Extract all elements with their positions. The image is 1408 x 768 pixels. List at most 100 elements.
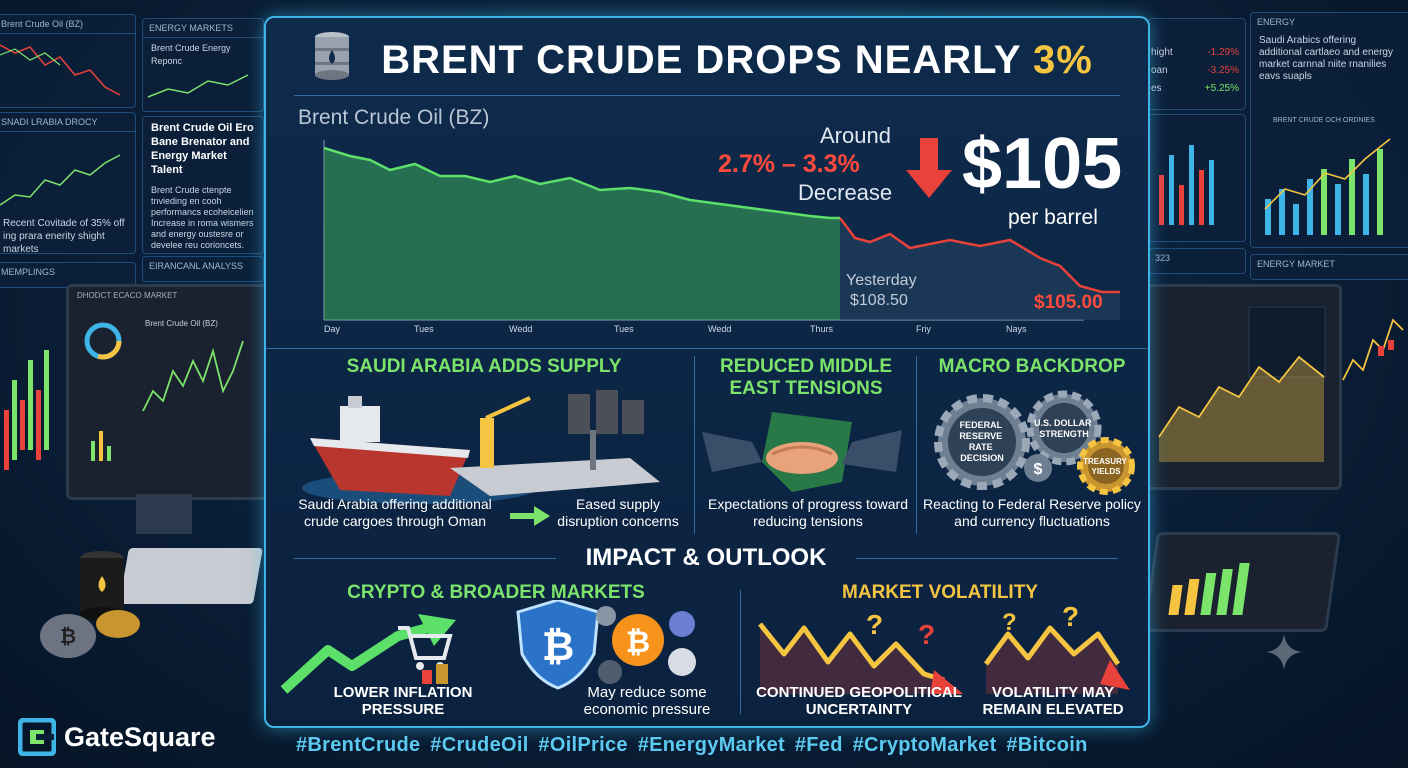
chart-area-red: [840, 218, 1120, 320]
main-infographic-panel: BRENT CRUDE DROPS NEARLY 3% Brent Crude …: [264, 16, 1150, 728]
price-chart: [323, 140, 1120, 321]
bg-right-edge-chart: [1342, 318, 1404, 381]
svg-text:?: ?: [918, 619, 935, 650]
impact-title: IMPACT & OUTLOOK: [585, 544, 827, 571]
oil-barrel-icon: [315, 32, 349, 80]
shopping-cart-icon: [398, 626, 453, 684]
bg-right-energy-text: Saudi Arabics offering additional cartla…: [1259, 35, 1393, 82]
bg-monitor-stand: [136, 494, 192, 534]
page-title-percent: 3%: [1032, 38, 1093, 82]
svg-text:TREASURY YIELDS: TREASURY YIELDS: [1083, 457, 1129, 476]
chart-area-green: [324, 148, 840, 320]
bg-right-row-1-label: oan: [1151, 65, 1168, 76]
impact-left-line: [294, 558, 556, 559]
gear3-line-1: YIELDS: [1092, 467, 1122, 476]
bg-bitcoin-coin-icon: ₿: [40, 610, 140, 658]
volatility-section-title: MARKET VOLATILITY: [842, 582, 1038, 603]
bg-right-row-2: es +5.25%: [1151, 83, 1241, 94]
x-tick-4: Wedd: [708, 324, 732, 334]
bitcoin-shield-icon: ₿ ₿: [516, 600, 696, 690]
brand-name: GateSquare: [64, 721, 216, 752]
x-tick-0: Day: [324, 324, 341, 334]
bg-saudi-header: SNADI LRABIA DROCY: [0, 113, 135, 132]
bg-right-monitor-chart: [1158, 306, 1326, 462]
annotation-yesterday-value: $108.50: [850, 292, 908, 309]
volatility-chart-left-icon: ? ?: [758, 609, 964, 694]
tanker-ship-icon: [302, 390, 660, 504]
x-tick-2: Wedd: [509, 324, 533, 334]
svg-text:FEDERAL RESERVE RA: FEDERAL RESERVE RATE DECISION: [959, 420, 1004, 463]
x-tick-6: Friy: [916, 324, 931, 334]
page-title: BRENT CRUDE DROPS NEARLY 3%: [266, 38, 1148, 83]
bg-left-top-panel: Brent Crude Oil (BZ): [0, 14, 136, 108]
annotation-around: Around: [820, 123, 891, 148]
bg-right-energy-title: ENERGY: [1257, 17, 1296, 27]
bg-right-row-0: hight -1.29%: [1151, 47, 1241, 58]
tensions-section-title: REDUCED MIDDLE EAST TENSIONS: [696, 356, 916, 400]
bg-left-news: Recent Covitade of 35% off ing prara ene…: [3, 218, 125, 255]
annotation-decrease: Decrease: [798, 180, 893, 205]
crypto-section-title: CRYPTO & BROADER MARKETS: [347, 582, 645, 603]
bg-right-mid-chart: [1159, 145, 1214, 225]
gear1-line-2: RATE: [969, 442, 993, 452]
chart-line-red: [839, 217, 1120, 294]
svg-text:U.S. DOLLAR STRENGTH: U.S. DOLLAR STRENGTH: [1034, 418, 1094, 439]
x-tick-labels: Day Tues Wedd Tues Wedd Thurs Friy Nays: [266, 324, 1148, 344]
tensions-title-line2: EAST TENSIONS: [729, 378, 883, 399]
bg-right-row-1: oan -3.25%: [1151, 65, 1241, 76]
bg-keyboard: [119, 548, 263, 604]
x-tick-3: Tues: [614, 324, 634, 334]
bg-saudi-chart: [0, 154, 121, 206]
saudi-section-title: SAUDI ARABIA ADDS SUPPLY: [346, 356, 622, 377]
bg-energy-markets-title: ENERGY MARKETS: [143, 19, 263, 38]
title-divider: [294, 95, 1120, 96]
brand-logo: GateSquare: [18, 718, 216, 756]
gear1-line-3: DECISION: [960, 453, 1004, 463]
bg-right-monitor: [1146, 284, 1342, 490]
volatility-left-caption: CONTINUED GEOPOLITICAL UNCERTAINTY: [756, 684, 962, 718]
x-tick-1: Tues: [414, 324, 434, 334]
gear2-line-0: U.S. DOLLAR: [1034, 418, 1092, 428]
saudi-caption-left: Saudi Arabia offering additional crude c…: [298, 496, 492, 529]
bg-right-quotes-panel: hight -1.29% oan -3.25% es +5.25%: [1148, 18, 1246, 110]
bg-news-title: Brent Crude Oil Ero Bane Brenator and En…: [151, 122, 254, 176]
bg-right-energy-market-title: ENERGY MARKET: [1257, 259, 1335, 269]
macro-section-title: MACRO BACKDROP: [938, 356, 1126, 377]
bg-right-row-2-label: es: [1151, 83, 1162, 94]
tensions-title-line1: REDUCED MIDDLE: [719, 356, 893, 377]
volatility-right-caption: VOLATILITY MAY REMAIN ELEVATED: [982, 684, 1124, 718]
svg-text:?: ?: [866, 609, 883, 640]
gatesquare-logo-icon: [18, 718, 56, 756]
volatility-chart-right-icon: ? ?: [983, 604, 1130, 694]
bg-right-energy-market-panel: ENERGY MARKET: [1250, 254, 1408, 280]
gear3-line-0: TREASURY: [1083, 457, 1127, 466]
chart-bottom-divider: [266, 348, 1148, 349]
bg-right-row-0-value: -1.29%: [1207, 47, 1239, 58]
crypto-left-caption: LOWER INFLATION PRESSURE: [333, 684, 473, 718]
right-arrow-icon: [510, 506, 550, 526]
bg-energy-chart: [147, 74, 249, 98]
crypto-right-caption: May reduce some economic pressure: [583, 684, 711, 718]
section-divider-1: [694, 356, 695, 534]
annotation-range: 2.7% – 3.3%: [718, 150, 860, 178]
bg-news-panel: Brent Crude Oil Ero Bane Brenator and En…: [142, 116, 264, 254]
down-arrow-icon: [906, 138, 952, 198]
svg-text:₿: ₿: [542, 625, 575, 669]
svg-text:$: $: [1034, 461, 1043, 478]
annotation-yesterday-label: Yesterday: [846, 272, 917, 289]
bg-financial-panel: EIRANCANL ANALYSS: [142, 256, 264, 282]
svg-text:?: ?: [1062, 604, 1079, 632]
gear1-line-1: RESERVE: [959, 431, 1002, 441]
impact-right-line: [856, 558, 1118, 559]
x-tick-5: Thurs: [810, 324, 834, 334]
annotation-price: $105: [962, 124, 1123, 204]
annotation-unit: per barrel: [1008, 206, 1098, 229]
impact-divider: [740, 590, 741, 714]
bg-monitor-chart-title: Brent Crude Oil (BZ): [145, 319, 218, 328]
bg-monitor-chart: [84, 322, 244, 461]
gears-icon: $ FEDERAL RESERVE RATE DECISION U.S. DOL…: [934, 390, 1135, 495]
tensions-caption: Expectations of progress toward reducing…: [708, 496, 908, 529]
bg-left-top-chart: [0, 44, 121, 96]
bg-left-chart: [4, 350, 49, 470]
bg-emplings-title: MEMPLINGS: [1, 267, 56, 277]
